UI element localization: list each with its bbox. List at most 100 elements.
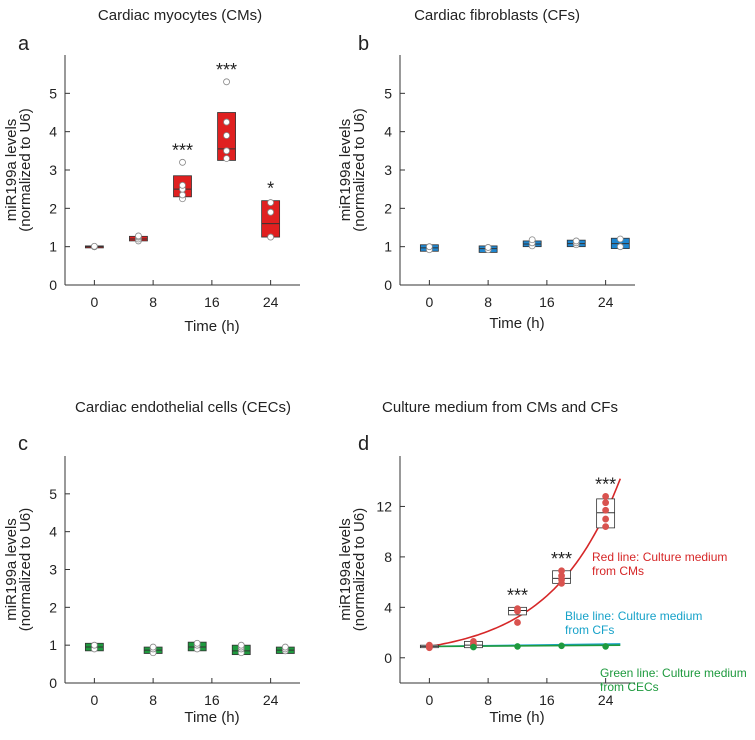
annotation-text: from CECs <box>600 680 659 694</box>
x-tick-label: 0 <box>90 294 98 310</box>
data-point <box>149 643 157 651</box>
panel-title: Culture medium from CMs and CFs <box>382 399 618 416</box>
annotation-text: Blue line: Culture medium <box>565 609 702 623</box>
annotation-text: from CMs <box>592 564 644 578</box>
y-tick-label: 4 <box>49 124 57 140</box>
x-axis-label: Time (h) <box>184 318 239 335</box>
x-axis-label: Time (h) <box>489 315 544 332</box>
data-point <box>484 244 492 251</box>
data-point <box>223 155 230 162</box>
data-point <box>281 643 289 651</box>
data-point <box>616 235 624 243</box>
data-point <box>572 237 580 245</box>
y-axis-label: (normalized to U6) <box>17 508 34 631</box>
y-axis-label: miR199a levels <box>3 119 20 222</box>
data-point <box>223 132 230 139</box>
y-tick-label: 5 <box>49 486 57 502</box>
data-point <box>223 118 230 126</box>
x-tick-label: 16 <box>539 692 555 708</box>
panel-a: Cardiac myocytes (CMs) a miR199a levels(no… <box>3 7 300 335</box>
x-tick-label: 8 <box>149 294 157 310</box>
data-point <box>528 236 536 244</box>
data-point <box>223 78 230 86</box>
x-tick-label: 16 <box>204 692 220 708</box>
data-point <box>267 208 275 216</box>
y-tick-label: 5 <box>384 85 392 101</box>
panel-letter: b <box>358 33 369 55</box>
y-tick-label: 8 <box>384 549 392 565</box>
data-point <box>90 641 98 649</box>
data-point <box>514 619 521 626</box>
x-tick-label: 0 <box>90 692 98 708</box>
y-tick-label: 12 <box>376 498 392 514</box>
panel-b: Cardiac fibroblasts (CFs) b miR199a levels… <box>337 7 635 332</box>
data-point <box>179 158 186 166</box>
annotation-text: Green line: Culture medium <box>600 666 747 680</box>
y-tick-label: 4 <box>49 524 57 540</box>
data-point <box>602 492 610 500</box>
y-tick-label: 0 <box>384 277 392 293</box>
x-axis-label: Time (h) <box>489 709 544 726</box>
panel-title: Cardiac fibroblasts (CFs) <box>414 7 580 24</box>
x-tick-label: 0 <box>425 692 433 708</box>
y-tick-label: 3 <box>49 162 57 178</box>
y-axis-label: miR199a levels <box>3 518 20 621</box>
data-point <box>193 639 201 647</box>
data-point <box>470 643 477 651</box>
data-point <box>558 642 565 650</box>
panel-title: Cardiac myocytes (CMs) <box>98 7 262 24</box>
y-tick-label: 2 <box>49 599 57 615</box>
significance-label: *** <box>507 585 528 605</box>
x-tick-label: 16 <box>204 294 220 310</box>
y-tick-label: 1 <box>49 239 57 255</box>
data-point <box>602 506 610 514</box>
data-point <box>237 641 245 649</box>
y-tick-label: 4 <box>384 124 392 140</box>
data-point <box>179 181 186 189</box>
data-point <box>514 605 521 612</box>
y-tick-label: 5 <box>49 85 57 101</box>
y-tick-label: 2 <box>384 200 392 216</box>
significance-label: *** <box>216 60 237 80</box>
data-point <box>558 567 565 575</box>
data-point <box>602 643 609 650</box>
panel-title: Cardiac endothelial cells (CECs) <box>75 399 291 416</box>
data-point <box>425 243 433 251</box>
data-point <box>470 637 477 645</box>
data-point <box>223 147 230 155</box>
panel-letter: a <box>18 33 30 55</box>
y-axis-label: miR199a levels <box>337 518 354 621</box>
panel-letter: d <box>358 433 369 455</box>
annotation-text: from CFs <box>565 623 614 637</box>
data-point <box>425 641 433 649</box>
x-tick-label: 24 <box>598 692 614 708</box>
panel-d: Culture medium from CMs and CFs d miR199a … <box>337 399 747 726</box>
y-tick-label: 0 <box>49 675 57 691</box>
data-point <box>602 523 610 531</box>
data-point <box>267 233 275 241</box>
x-tick-label: 16 <box>539 294 555 310</box>
box <box>261 200 281 238</box>
y-axis-label: (normalized to U6) <box>351 108 368 231</box>
y-axis-label: (normalized to U6) <box>351 508 368 631</box>
data-point <box>514 643 521 650</box>
significance-label: *** <box>595 474 616 494</box>
data-point <box>179 191 186 199</box>
significance-label: * <box>267 179 274 199</box>
y-tick-label: 1 <box>49 637 57 653</box>
y-tick-label: 4 <box>384 599 392 615</box>
series-line <box>429 644 621 648</box>
y-tick-label: 3 <box>49 562 57 578</box>
y-tick-label: 0 <box>384 650 392 666</box>
panel-c: Cardiac endothelial cells (CECs) c miR199a… <box>3 399 300 726</box>
x-tick-label: 24 <box>263 692 279 708</box>
data-point <box>90 242 98 250</box>
y-tick-label: 2 <box>49 200 57 216</box>
x-tick-label: 8 <box>484 692 492 708</box>
panel-letter: c <box>18 433 28 455</box>
y-tick-label: 3 <box>384 162 392 178</box>
data-point <box>135 232 142 240</box>
significance-label: *** <box>172 140 193 160</box>
